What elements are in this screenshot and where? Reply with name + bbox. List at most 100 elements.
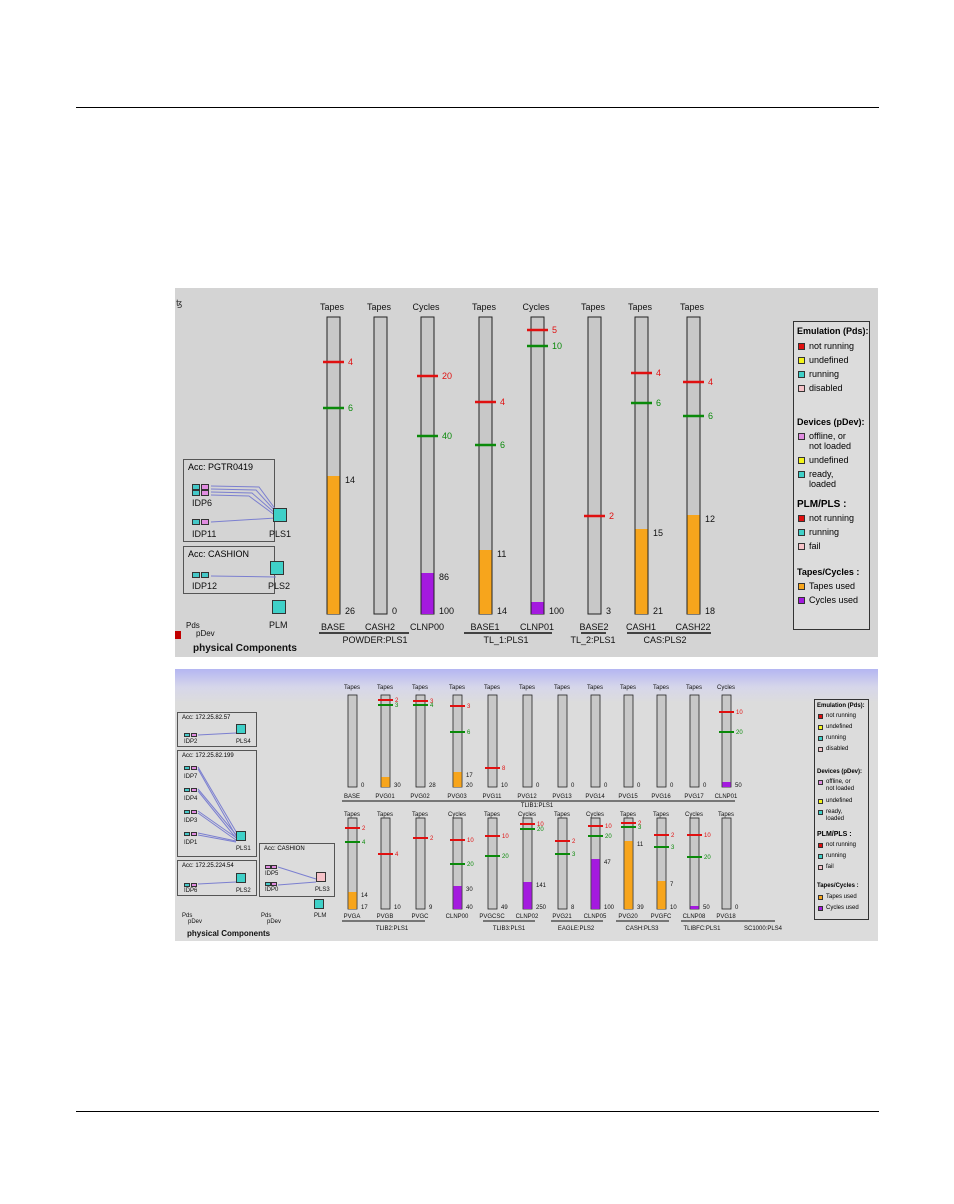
acc-group-172-25-224-54[interactable]: Acc: 172.25.224.54 IDP6 PLS2: [177, 860, 257, 896]
bar-header: Tapes: [554, 812, 570, 818]
bar-header: Tapes: [653, 812, 669, 818]
legend-swatch: [798, 543, 805, 550]
pls-icon[interactable]: [236, 873, 246, 883]
bar-header: Tapes: [377, 812, 393, 818]
legend-swatch: [798, 385, 805, 392]
bar-name: CASH22: [675, 622, 710, 632]
pls-group-label: TLIB3:PLS1: [493, 926, 526, 932]
bar-max: 10: [670, 905, 677, 911]
bar-fill: [722, 782, 731, 787]
legend-swatch: [798, 515, 805, 522]
bar-header: Tapes: [484, 685, 500, 691]
device-label: IDP2: [184, 739, 198, 745]
acc-title: Acc: 172.25.82.199: [182, 753, 234, 759]
plm-label: PLM: [269, 620, 288, 630]
pds-label: Pds: [261, 913, 272, 919]
bar-name: PVG16: [651, 794, 671, 800]
acc-title: Acc: CASHION: [264, 846, 305, 852]
acc-group-cashion-2[interactable]: Acc: CASHION IDP5 IDP0 PLS3: [259, 843, 335, 897]
device-icon[interactable]: [265, 882, 271, 886]
pls-group-label: TL_2:PLS1: [570, 635, 615, 645]
device-icon[interactable]: [191, 788, 197, 792]
pls-icon[interactable]: [316, 872, 326, 882]
bar-fill: [421, 573, 434, 614]
bar-track: [689, 817, 700, 910]
bar-track: [530, 316, 545, 615]
bar-name: PVGFC: [651, 914, 672, 920]
link-lines: [277, 866, 317, 886]
plm-icon[interactable]: [272, 600, 286, 614]
device-icon[interactable]: [191, 810, 197, 814]
fill-value: 14: [345, 475, 355, 485]
bar-header: Cycles: [586, 812, 604, 818]
threshold-label: 2: [362, 826, 366, 832]
device-icon[interactable]: [184, 766, 190, 770]
bar-track: [557, 694, 568, 788]
device-icon[interactable]: [184, 883, 190, 887]
bar-name: CLNP01: [715, 794, 738, 800]
threshold-label: 5: [552, 325, 557, 335]
bar-max: 50: [703, 905, 710, 911]
acc-title: Acc: 172.25.82.57: [182, 715, 231, 721]
device-icon[interactable]: [191, 883, 197, 887]
acc-group-pgtr0419[interactable]: Acc: PGTR0419 IDP6 IDP11 PLS1: [183, 459, 291, 542]
bar-max: 14: [497, 606, 507, 616]
bar-name: PVG20: [618, 914, 638, 920]
device-icon[interactable]: [201, 572, 209, 578]
plm-icon[interactable]: [314, 899, 324, 909]
legend-swatch: [818, 810, 823, 815]
bar-name: BASE: [321, 622, 345, 632]
device-label: IDP1: [184, 840, 198, 846]
pls-label: PLS3: [315, 887, 330, 893]
library-status-panel-1: ꜩ Tapes 4 6 14 26 BASE Tapes 0 CASH2 Cycles 20 40 86…: [175, 288, 878, 657]
legend-emulation-title: Emulation (Pds):: [817, 703, 865, 709]
device-icon[interactable]: [201, 484, 209, 490]
device-icon[interactable]: [184, 810, 190, 814]
legend-swatch: [798, 471, 805, 478]
device-icon[interactable]: [192, 490, 200, 496]
device-icon[interactable]: [191, 733, 197, 737]
device-icon[interactable]: [201, 490, 209, 496]
acc-title: Acc: 172.25.224.54: [182, 863, 234, 869]
bar-max: 39: [637, 905, 644, 911]
device-icon[interactable]: [271, 865, 277, 869]
pls-icon[interactable]: [236, 831, 246, 841]
threshold-label: 2: [395, 698, 399, 704]
bar-header: Tapes: [344, 812, 360, 818]
device-icon[interactable]: [191, 832, 197, 836]
device-icon[interactable]: [271, 882, 277, 886]
bar-track: [721, 694, 732, 788]
bar-track: [656, 694, 667, 788]
device-icon[interactable]: [191, 766, 197, 770]
pls-icon[interactable]: [273, 508, 287, 522]
legend-swatch: [818, 780, 823, 785]
device-icon[interactable]: [192, 484, 200, 490]
device-label: IDP0: [265, 887, 279, 893]
acc-group-cashion[interactable]: Acc: CASHION IDP12 PLS2: [183, 546, 290, 594]
device-icon[interactable]: [192, 519, 200, 525]
device-icon[interactable]: [184, 788, 190, 792]
legend-swatch: [798, 597, 805, 604]
legend-item: not running: [809, 513, 855, 523]
acc-group-172-25-82-199[interactable]: Acc: 172.25.82.199 IDP7 IDP4 IDP3 IDP1 P…: [177, 750, 257, 857]
device-icon[interactable]: [184, 733, 190, 737]
alert-marker: [175, 631, 181, 639]
bar-name: PVGCSC: [479, 914, 505, 920]
threshold-label: 6: [708, 411, 713, 421]
bar-header: Tapes: [554, 685, 570, 691]
fill-value: 11: [497, 549, 506, 559]
pls-icon[interactable]: [236, 724, 246, 734]
acc-group-172-25-82-57[interactable]: Acc: 172.25.82.57 IDP2 PLS4: [177, 712, 257, 747]
legend-swatch: [818, 895, 823, 900]
threshold-label: 10: [537, 822, 544, 828]
legend-item: Cycles used: [826, 905, 859, 911]
threshold-label: 3: [430, 699, 434, 705]
fill-value: 30: [466, 887, 473, 893]
pls-icon[interactable]: [270, 561, 284, 575]
device-icon[interactable]: [184, 832, 190, 836]
device-icon[interactable]: [265, 865, 271, 869]
device-icon[interactable]: [201, 519, 209, 525]
bar-header: Tapes: [367, 302, 392, 312]
device-icon[interactable]: [192, 572, 200, 578]
bar-header: Tapes: [653, 685, 669, 691]
